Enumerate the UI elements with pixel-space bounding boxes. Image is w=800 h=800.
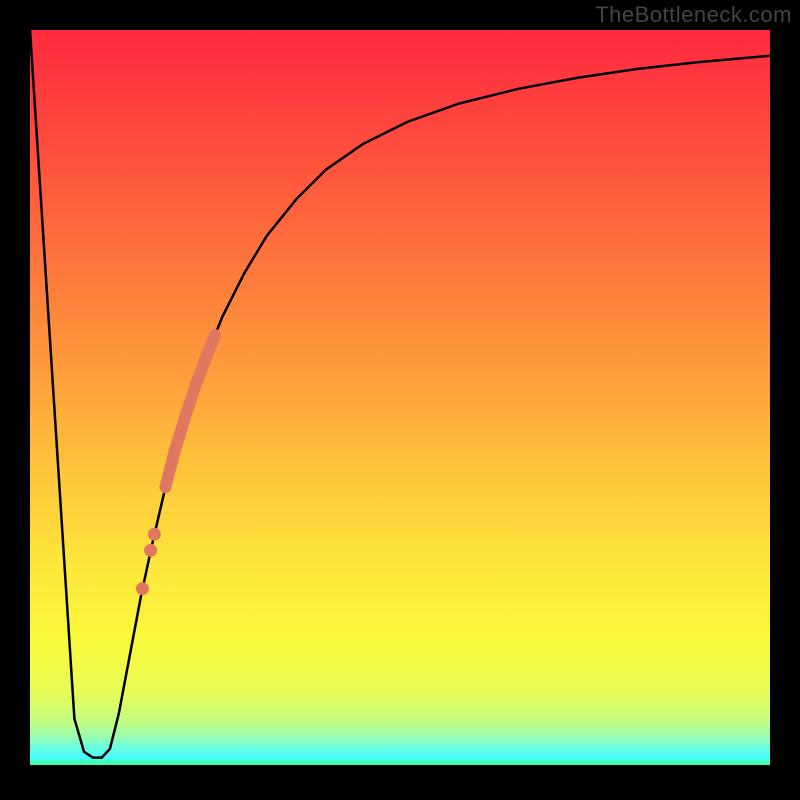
highlight-dot (136, 582, 149, 595)
watermark-text: TheBottleneck.com (595, 2, 792, 28)
highlight-dot (144, 544, 157, 557)
bottleneck-chart (0, 0, 800, 800)
gradient-background (30, 30, 770, 765)
highlight-dot (148, 528, 161, 541)
chart-container: TheBottleneck.com (0, 0, 800, 800)
